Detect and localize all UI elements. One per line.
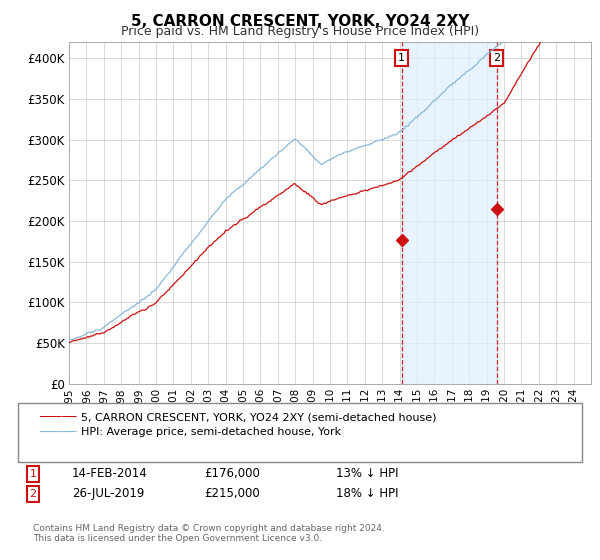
Text: £215,000: £215,000 — [204, 487, 260, 501]
Text: 2: 2 — [493, 53, 500, 63]
Text: £176,000: £176,000 — [204, 467, 260, 480]
Text: 1: 1 — [29, 469, 37, 479]
Text: 5, CARRON CRESCENT, YORK, YO24 2XY: 5, CARRON CRESCENT, YORK, YO24 2XY — [131, 14, 469, 29]
Text: ─────: ───── — [39, 426, 77, 439]
Text: Price paid vs. HM Land Registry's House Price Index (HPI): Price paid vs. HM Land Registry's House … — [121, 25, 479, 38]
Text: 2: 2 — [29, 489, 37, 499]
Text: ─────: ───── — [39, 411, 77, 424]
Text: 18% ↓ HPI: 18% ↓ HPI — [336, 487, 398, 501]
Text: 1: 1 — [398, 53, 405, 63]
Text: 13% ↓ HPI: 13% ↓ HPI — [336, 467, 398, 480]
Text: 5, CARRON CRESCENT, YORK, YO24 2XY (semi-detached house): 5, CARRON CRESCENT, YORK, YO24 2XY (semi… — [81, 413, 437, 423]
Bar — [401, 42, 497, 384]
Text: 14-FEB-2014: 14-FEB-2014 — [72, 467, 148, 480]
Text: HPI: Average price, semi-detached house, York: HPI: Average price, semi-detached house,… — [81, 427, 341, 437]
Text: 26-JUL-2019: 26-JUL-2019 — [72, 487, 145, 501]
Text: Contains HM Land Registry data © Crown copyright and database right 2024.
This d: Contains HM Land Registry data © Crown c… — [33, 524, 385, 543]
